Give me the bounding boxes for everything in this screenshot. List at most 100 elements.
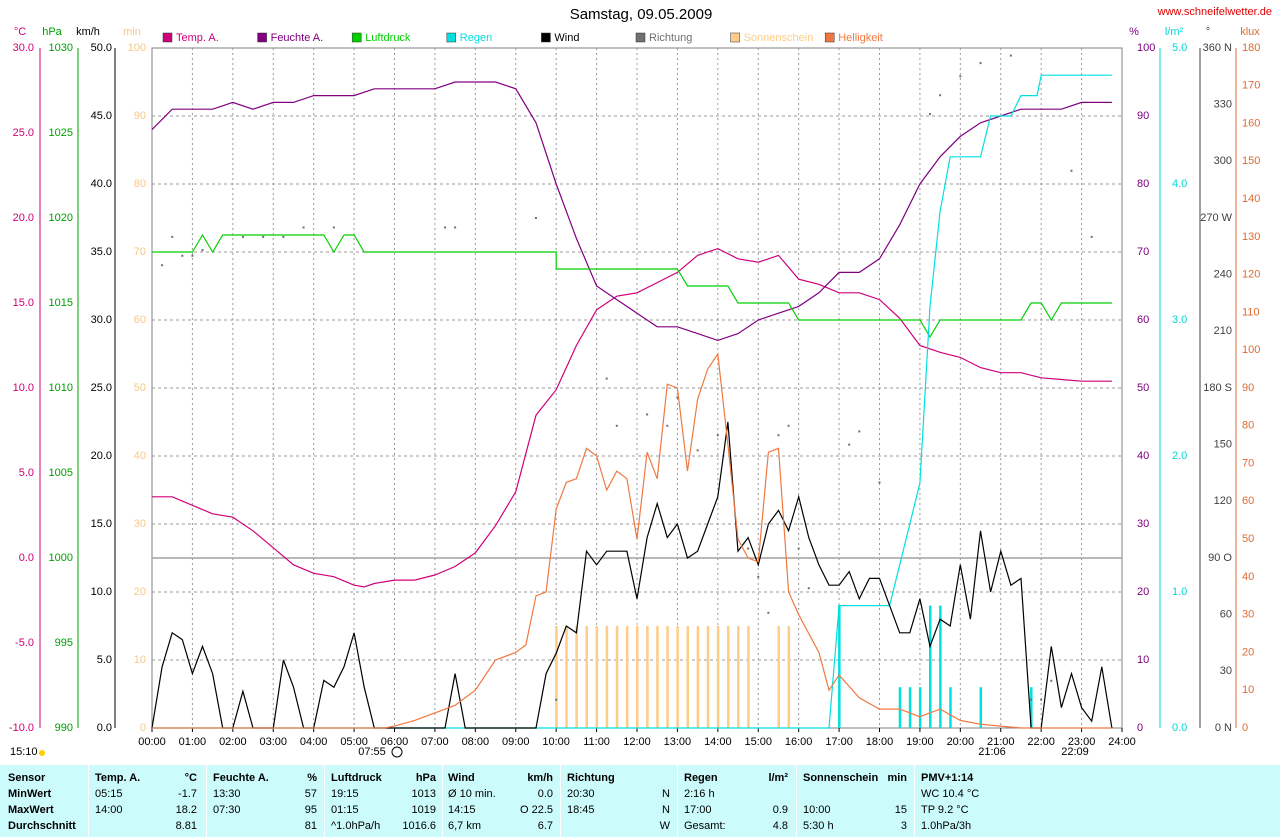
table-cell: 18.2 (175, 804, 197, 816)
dot (929, 113, 932, 116)
x-tick-label: 02:00 (219, 736, 247, 748)
y-tick-label: 50 (134, 382, 146, 394)
dot (282, 235, 285, 238)
y-tick-label: 0.0 (1172, 722, 1187, 734)
y-tick-label: 40 (134, 450, 146, 462)
x-tick-label: 10:00 (542, 736, 570, 748)
y-tick-label: 10.0 (91, 586, 112, 598)
dot (332, 226, 335, 229)
y-tick-label: 40 (1137, 450, 1149, 462)
y-tick-label: 25.0 (91, 382, 112, 394)
y-tick-label: 80 (1137, 178, 1149, 190)
y-tick-label: 120 (1214, 495, 1232, 507)
table-cell: 0.9 (772, 804, 788, 816)
y-tick-label: 60 (1220, 609, 1232, 621)
table-cell: 14:00 (95, 804, 123, 816)
dot (747, 547, 750, 550)
x-tick-label: 12:00 (623, 736, 651, 748)
table-cell: 1016.6 (402, 820, 436, 832)
axis-unit: km/h (76, 26, 100, 38)
y-tick-label: 270 W (1200, 212, 1232, 224)
y-tick-label: 1000 (49, 552, 73, 564)
bar (939, 605, 942, 728)
axis-unit: °C (14, 26, 26, 38)
y-tick-label: 70 (1137, 246, 1149, 258)
table-cell: 6,7 km (448, 820, 482, 832)
table-cell: 8.81 (175, 820, 197, 832)
x-tick-label: 20:00 (947, 736, 975, 748)
table-cell: 81 (304, 820, 317, 832)
dot (1050, 679, 1053, 682)
y-tick-label: 5.0 (19, 467, 34, 479)
bar (737, 626, 740, 728)
dot (959, 75, 962, 78)
dot (262, 235, 265, 238)
dot (302, 226, 305, 229)
table-cell: TP 9.2 °C (921, 804, 969, 816)
legend-swatch (635, 32, 646, 43)
y-tick-label: 2.0 (1172, 450, 1187, 462)
stats-table: Sensor Temp. A. °C Feuchte A.% Luftdruck hPa W… (0, 765, 1280, 837)
legend-swatch (162, 32, 173, 43)
bar (595, 626, 599, 728)
table-cell: WC 10.4 °C (921, 788, 980, 800)
column-separator (796, 765, 797, 837)
y-tick-label: 20.0 (91, 450, 112, 462)
annotation: 07:55 (358, 746, 386, 758)
bar (575, 626, 578, 728)
y-tick-label: 0 (1137, 722, 1143, 734)
table-cell: l/m² (768, 772, 788, 784)
bar (838, 605, 841, 728)
x-tick-label: 17:00 (825, 736, 853, 748)
y-tick-label: 1.0 (1172, 586, 1187, 598)
series-line (152, 352, 1112, 729)
dot (979, 62, 982, 65)
x-tick-label: 24:00 (1108, 736, 1136, 748)
column-separator (88, 765, 89, 837)
legend-label: Feuchte A. (271, 32, 324, 44)
table-cell: N (662, 804, 670, 816)
bar (1030, 687, 1033, 728)
dot (666, 424, 669, 427)
column-separator (324, 765, 325, 837)
y-tick-label: 10 (1242, 684, 1254, 696)
dot (1090, 235, 1093, 238)
dot (615, 424, 618, 427)
x-tick-label: 09:00 (502, 736, 530, 748)
y-tick-label: 20 (1137, 586, 1149, 598)
bar (726, 626, 730, 728)
y-tick-label: 30 (1137, 518, 1149, 530)
legend-swatch (446, 32, 457, 43)
y-tick-label: 20 (134, 586, 146, 598)
table-cell: 20:30 (567, 788, 595, 800)
bar (696, 626, 700, 728)
dot (939, 94, 942, 97)
bar (605, 626, 609, 728)
x-tick-label: 05:00 (340, 736, 368, 748)
y-tick-label: 20 (1242, 646, 1254, 658)
y-tick-label: 3.0 (1172, 314, 1187, 326)
table-cell: °C (184, 772, 197, 784)
column-separator (677, 765, 678, 837)
bar (949, 687, 952, 728)
y-tick-label: 30.0 (91, 314, 112, 326)
y-tick-label: 360 N (1203, 42, 1232, 54)
annotation: 22:09 (1061, 746, 1089, 758)
x-tick-label: 21:00 (987, 736, 1015, 748)
dot (1030, 698, 1033, 701)
series-line (152, 247, 1112, 588)
dot (191, 254, 194, 257)
x-tick-label: 03:00 (259, 736, 287, 748)
table-cell: 1013 (411, 788, 436, 800)
y-tick-label: 1030 (49, 42, 73, 54)
bar (787, 626, 791, 728)
table-cell: Sonnenschein (803, 772, 879, 784)
y-tick-label: 1020 (49, 212, 73, 224)
table-cell: 6.7 (537, 820, 553, 832)
x-tick-label: 11:00 (583, 736, 610, 748)
table-cell: 07:30 (213, 804, 241, 816)
dot (201, 249, 204, 252)
y-tick-label: 995 (55, 637, 73, 649)
y-tick-label: 30.0 (13, 42, 34, 54)
